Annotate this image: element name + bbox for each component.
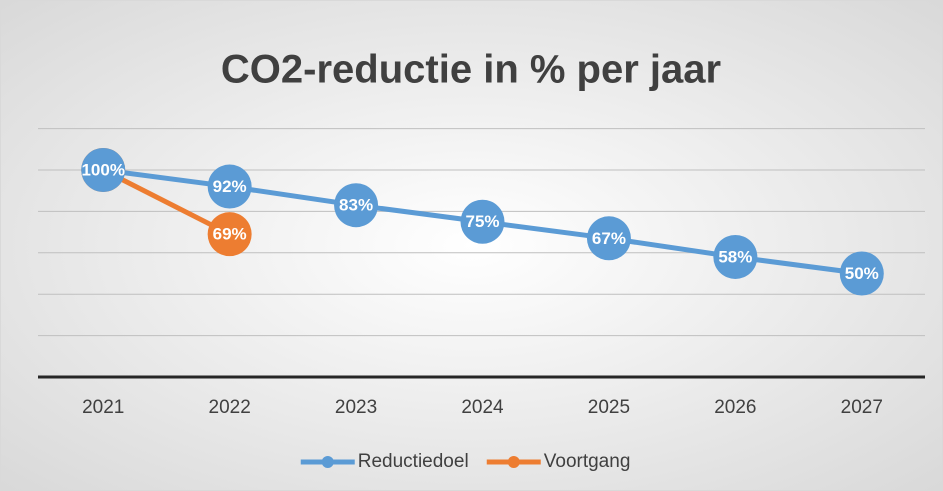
legend-marker — [321, 456, 334, 468]
data-point — [460, 199, 505, 244]
data-label: 69% — [213, 225, 247, 244]
legend-marker — [507, 456, 520, 468]
x-tick-label: 2022 — [209, 397, 251, 418]
data-label: 83% — [339, 196, 373, 215]
data-point — [207, 212, 252, 257]
data-point — [586, 216, 631, 261]
series-line — [102, 167, 231, 237]
data-point — [207, 164, 252, 209]
data-label: 50% — [845, 264, 879, 283]
data-label: 75% — [465, 212, 499, 231]
x-tick-label: 2026 — [714, 397, 756, 418]
x-tick-label: 2024 — [461, 397, 504, 418]
x-tick-label: 2025 — [588, 397, 630, 418]
data-label: 92% — [213, 177, 247, 196]
data-label: 100% — [81, 160, 124, 179]
data-point — [713, 234, 758, 279]
data-point — [334, 183, 379, 228]
data-label: 67% — [592, 229, 626, 248]
x-tick-label: 2027 — [841, 397, 883, 418]
chart-title: CO2-reductie in % per jaar — [221, 48, 721, 92]
data-label: 58% — [718, 247, 752, 266]
legend-label: Voortgang — [544, 451, 631, 472]
legend-label: Reductiedoel — [358, 451, 469, 472]
data-point — [839, 251, 884, 296]
x-tick-label: 2023 — [335, 397, 377, 418]
data-point — [81, 148, 126, 192]
x-tick-label: 2021 — [82, 397, 124, 418]
